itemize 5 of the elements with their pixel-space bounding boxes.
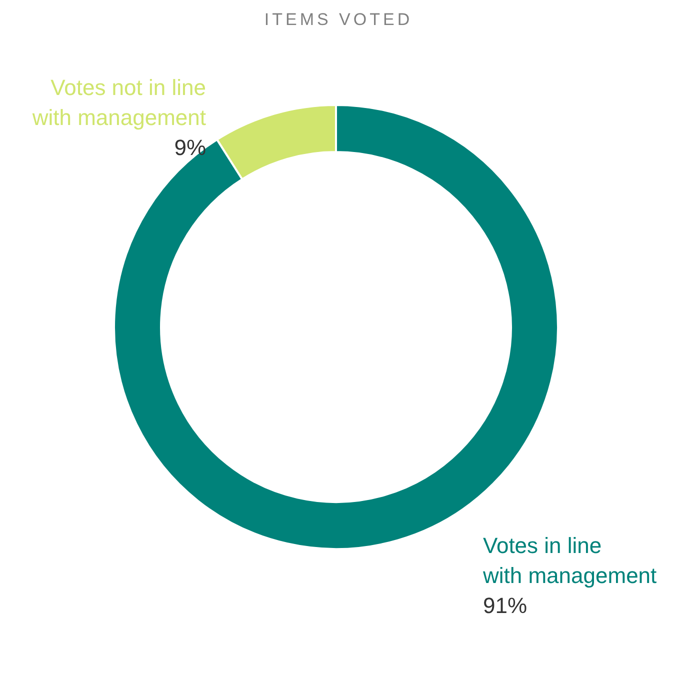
slice-label: Votes in line with management (482, 533, 657, 588)
data-label: 91% (483, 593, 528, 618)
slice-label: Votes not in line with management (31, 75, 206, 130)
chart-title: ITEMS VOTED (263, 10, 414, 30)
data-label: 9% (174, 135, 206, 160)
